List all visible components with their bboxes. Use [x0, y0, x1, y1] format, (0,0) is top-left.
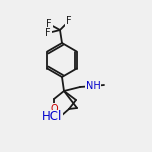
Text: NH: NH — [86, 81, 100, 91]
Text: HCl: HCl — [42, 111, 62, 123]
Text: F: F — [46, 19, 52, 29]
Text: F: F — [66, 16, 72, 26]
Text: O: O — [50, 104, 58, 114]
Text: F: F — [45, 28, 51, 38]
